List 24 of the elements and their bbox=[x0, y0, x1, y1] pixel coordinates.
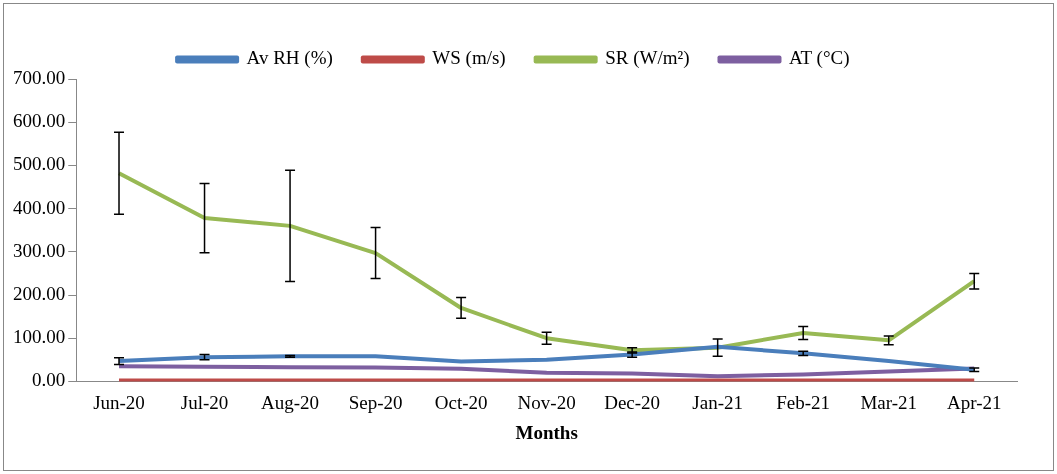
y-tick-label: 300.00 bbox=[13, 239, 66, 261]
y-tick-label: 200.00 bbox=[13, 282, 66, 304]
y-tick-label: 500.00 bbox=[13, 153, 66, 175]
y-tick-label: 100.00 bbox=[13, 326, 66, 348]
legend-label: WS (m/s) bbox=[432, 47, 506, 70]
x-tick-label: Jun-20 bbox=[93, 391, 145, 413]
x-tick-label: Jul-20 bbox=[180, 391, 229, 413]
x-tick-label: Mar-21 bbox=[860, 391, 918, 413]
x-tick-label: Feb-21 bbox=[776, 391, 831, 413]
y-tick-label: 400.00 bbox=[13, 196, 66, 218]
x-axis-title: Months bbox=[515, 421, 578, 443]
x-tick-label: Nov-20 bbox=[517, 391, 576, 413]
legend-label: SR (W/m²) bbox=[605, 47, 690, 70]
legend-label: Av RH (%) bbox=[246, 47, 333, 70]
x-tick-label: Apr-21 bbox=[946, 391, 1002, 413]
y-tick-label: 700.00 bbox=[13, 66, 66, 88]
x-tick-label: Sep-20 bbox=[348, 391, 403, 413]
x-tick-label: Oct-20 bbox=[434, 391, 488, 413]
x-tick-label: Jan-21 bbox=[692, 391, 743, 413]
x-tick-label: Aug-20 bbox=[261, 391, 320, 413]
y-tick-label: 600.00 bbox=[13, 110, 66, 132]
x-tick-label: Dec-20 bbox=[604, 391, 661, 413]
legend-label: AT (°C) bbox=[788, 47, 850, 70]
y-tick-label: 0.00 bbox=[32, 369, 66, 391]
